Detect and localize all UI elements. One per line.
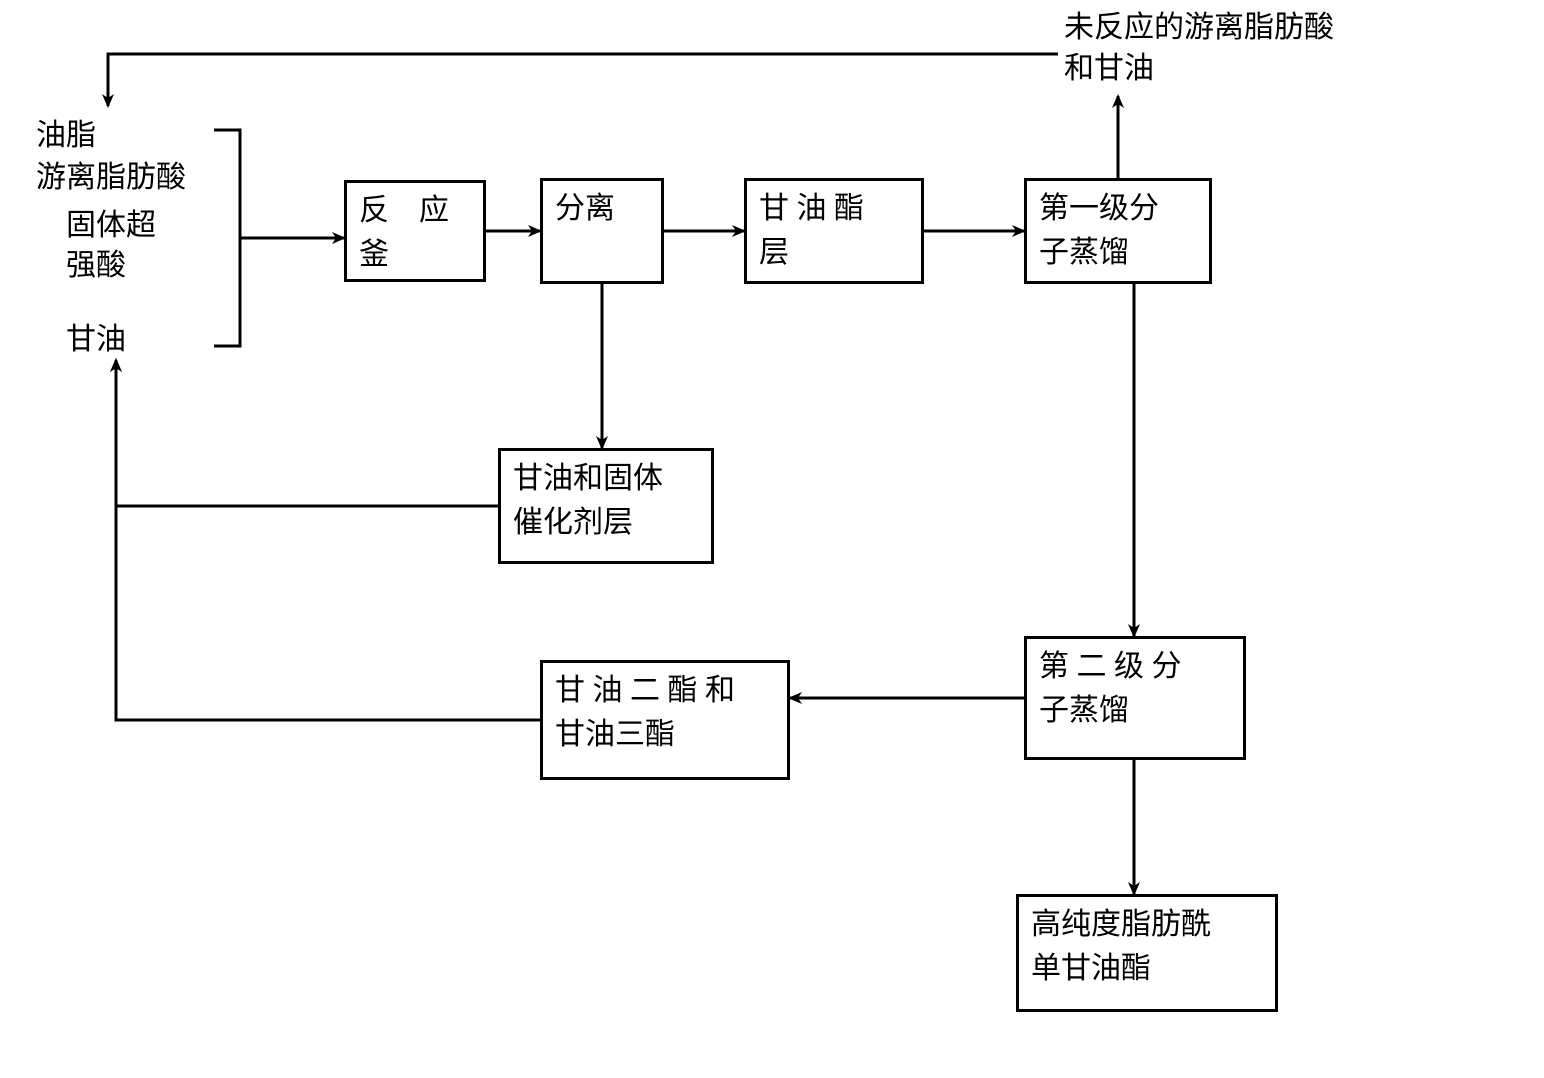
- node-text: 层: [759, 231, 909, 275]
- node-text: 釜: [359, 233, 471, 277]
- input-acid-2: 强酸: [66, 246, 126, 287]
- node-glycerol-catalyst: 甘油和固体 催化剂层: [498, 448, 714, 564]
- flowchart-canvas: 未反应的游离脂肪酸 和甘油 油脂 游离脂肪酸 固体超 强酸 甘油 反 应 釜 分…: [0, 0, 1544, 1078]
- input-acid-1: 固体超: [66, 206, 156, 247]
- flowchart-edges: [0, 0, 1544, 1078]
- node-di-tri: 甘 油 二 酯 和 甘油三酯: [540, 660, 790, 780]
- node-text: 子蒸馏: [1039, 231, 1197, 275]
- label-top-recycle: 未反应的游离脂肪酸 和甘油: [1064, 8, 1334, 89]
- node-dist2: 第 二 级 分 子蒸馏: [1024, 636, 1246, 760]
- node-text: 第 二 级 分: [1039, 645, 1231, 689]
- node-text: 甘 油 二 酯 和: [555, 669, 775, 713]
- node-text: 甘 油 酯: [759, 187, 909, 231]
- node-text: 单甘油酯: [1031, 947, 1263, 991]
- node-ester-layer: 甘 油 酯 层: [744, 178, 924, 284]
- input-glycerol: 甘油: [66, 320, 126, 361]
- node-product: 高纯度脂肪酰 单甘油酯: [1016, 894, 1278, 1012]
- node-dist1: 第一级分 子蒸馏: [1024, 178, 1212, 284]
- node-text: 甘油三酯: [555, 713, 775, 757]
- node-text: 反 应: [359, 189, 471, 233]
- node-text: 子蒸馏: [1039, 689, 1231, 733]
- node-text: 高纯度脂肪酰: [1031, 903, 1263, 947]
- label-text: 未反应的游离脂肪酸: [1064, 8, 1334, 49]
- input-ffa: 游离脂肪酸: [36, 158, 186, 199]
- node-text: 分离: [555, 187, 615, 231]
- input-oil: 油脂: [36, 116, 96, 157]
- node-reactor: 反 应 釜: [344, 180, 486, 282]
- node-separation: 分离: [540, 178, 664, 284]
- node-text: 甘油和固体: [513, 457, 699, 501]
- node-text: 催化剂层: [513, 501, 699, 545]
- label-text: 和甘油: [1064, 49, 1334, 90]
- node-text: 第一级分: [1039, 187, 1197, 231]
